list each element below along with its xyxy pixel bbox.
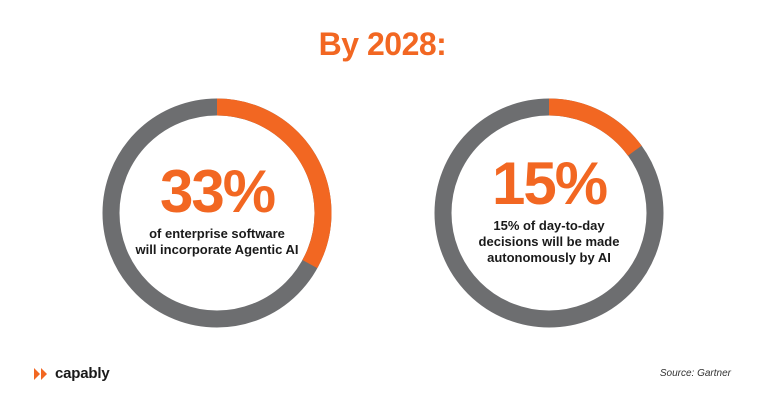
description: of enterprise software will incorporate … xyxy=(135,226,298,258)
description-line: autonomously by AI xyxy=(487,250,611,265)
donut-highlight-arc xyxy=(548,98,642,156)
donut-svg xyxy=(102,98,332,328)
percentage-value: 33% xyxy=(159,158,276,225)
donut-center: 33% of enterprise software will incorpor… xyxy=(97,93,337,333)
brand-name: capably xyxy=(55,365,110,382)
description-line: decisions will be made xyxy=(478,234,620,249)
description-line: will incorporate Agentic AI xyxy=(135,242,299,257)
description: 15% of day-to-day decisions will be made… xyxy=(479,218,620,266)
donut-chart-enterprise-software: 33% of enterprise software will incorpor… xyxy=(97,93,337,333)
percentage-value: 15% xyxy=(491,150,608,217)
donut-center: 15% 15% of day-to-day decisions will be … xyxy=(429,93,669,333)
brand-logo: capably xyxy=(34,365,110,382)
description-line: of enterprise software xyxy=(149,226,285,241)
donut-highlight-arc xyxy=(216,98,332,269)
donut-svg xyxy=(434,98,664,328)
description-line: 15% of day-to-day xyxy=(493,218,605,233)
chevron-logo-icon xyxy=(34,367,47,380)
page-title: By 2028: xyxy=(318,26,447,62)
source-credit: Source: Gartner xyxy=(659,368,731,379)
donut-chart-decisions: 15% 15% of day-to-day decisions will be … xyxy=(429,93,669,333)
